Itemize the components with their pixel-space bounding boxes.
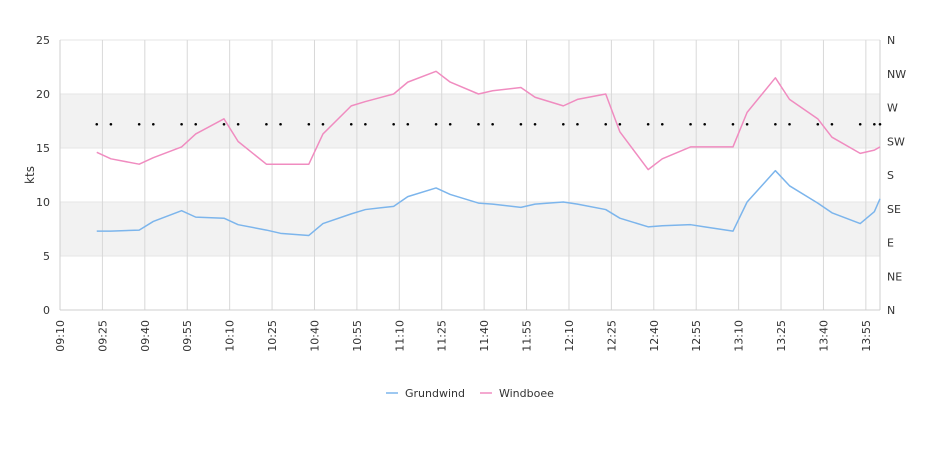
x-tick-label: 09:40 <box>139 320 152 352</box>
direction-marker <box>222 122 226 126</box>
direction-marker <box>406 122 410 126</box>
direction-marker <box>491 122 494 126</box>
direction-marker <box>604 122 608 126</box>
x-tick-label: 10:55 <box>351 320 364 352</box>
direction-marker <box>95 122 99 126</box>
y-tick-label: 15 <box>36 142 50 155</box>
y-tick-label: 20 <box>36 88 50 101</box>
y2-tick-label: N <box>887 34 895 47</box>
grid-lines <box>59 39 881 311</box>
direction-marker <box>477 122 480 126</box>
legend-label-grundwind: Grundwind <box>405 387 465 400</box>
y-tick-label: 0 <box>43 304 50 317</box>
x-tick-label: 12:10 <box>563 320 576 352</box>
x-tick-label: 10:25 <box>266 320 279 352</box>
y2-tick-label: SW <box>887 135 905 148</box>
x-tick-label: 09:55 <box>181 320 194 352</box>
plot-band-1 <box>60 94 880 148</box>
y2-tick-label: NW <box>887 68 906 81</box>
direction-marker <box>180 122 183 126</box>
plot-bands <box>60 94 880 256</box>
y-tick-label: 25 <box>36 34 50 47</box>
direction-marker <box>660 122 664 126</box>
y2-axis-ticks: N NE E SE S SW W NW N <box>887 34 906 317</box>
direction-marker <box>519 122 523 126</box>
y2-tick-label: N <box>887 304 895 317</box>
direction-marker <box>152 122 155 126</box>
y-axis-label: kts <box>23 166 37 184</box>
legend-label-windboee: Windboee <box>499 387 554 400</box>
direction-marker <box>618 122 622 126</box>
direction-marker <box>816 122 820 126</box>
direction-marker <box>858 122 862 126</box>
x-tick-label: 12:40 <box>648 320 661 352</box>
direction-marker <box>533 122 537 126</box>
direction-marker <box>109 122 113 126</box>
y-tick-label: 10 <box>36 196 50 209</box>
direction-marker <box>279 122 282 126</box>
series-line-windboee <box>96 70 881 171</box>
y2-tick-label: SE <box>887 203 901 216</box>
direction-marker <box>236 122 240 126</box>
x-tick-label: 11:10 <box>393 320 406 352</box>
direction-marker <box>689 122 692 126</box>
x-tick-label: 11:55 <box>521 320 534 352</box>
direction-marker <box>745 122 749 126</box>
direction-marker <box>265 122 268 126</box>
direction-marker <box>349 122 353 126</box>
direction-marker <box>731 122 735 126</box>
direction-marker <box>878 122 882 126</box>
y2-tick-label: NE <box>887 270 902 283</box>
x-tick-label: 09:10 <box>54 320 67 352</box>
direction-marker <box>788 122 791 126</box>
direction-marker <box>307 122 311 126</box>
direction-marker <box>194 122 198 126</box>
y2-tick-label: S <box>887 169 894 182</box>
series-line-grundwind <box>96 169 881 237</box>
series-group <box>95 70 882 237</box>
direction-marker <box>703 122 706 126</box>
y2-tick-label: E <box>887 237 894 250</box>
direction-marker <box>576 122 579 126</box>
x-tick-label: 10:10 <box>224 320 237 352</box>
x-tick-label: 13:40 <box>817 320 830 352</box>
x-tick-label: 12:25 <box>605 320 618 352</box>
x-tick-label: 11:40 <box>478 320 491 352</box>
x-tick-label: 11:25 <box>436 320 449 352</box>
direction-marker <box>448 122 452 126</box>
x-axis-ticks: 09:10 09:25 09:40 09:55 10:10 10:25 10:40 10:55… <box>54 320 873 352</box>
x-tick-label: 12:55 <box>690 320 703 352</box>
x-tick-label: 09:25 <box>96 320 109 352</box>
plot-band-0 <box>60 202 880 256</box>
legend: Grundwind Windboee <box>386 387 554 400</box>
x-tick-label: 13:55 <box>860 320 873 352</box>
direction-marker <box>562 122 565 126</box>
direction-marker <box>321 122 325 126</box>
direction-marker <box>873 122 876 126</box>
direction-marker <box>646 122 650 126</box>
x-tick-label: 10:40 <box>308 320 321 352</box>
direction-marker <box>392 122 395 126</box>
y-tick-label: 5 <box>43 250 50 263</box>
direction-marker <box>774 122 777 126</box>
y-axis-ticks: 0 5 10 15 20 25 <box>36 34 50 317</box>
x-tick-label: 13:10 <box>733 320 746 352</box>
direction-marker <box>364 122 367 126</box>
direction-marker <box>137 122 141 126</box>
direction-marker <box>830 122 834 126</box>
y2-tick-label: W <box>887 102 898 115</box>
direction-marker <box>434 122 438 126</box>
x-tick-label: 13:25 <box>775 320 788 352</box>
